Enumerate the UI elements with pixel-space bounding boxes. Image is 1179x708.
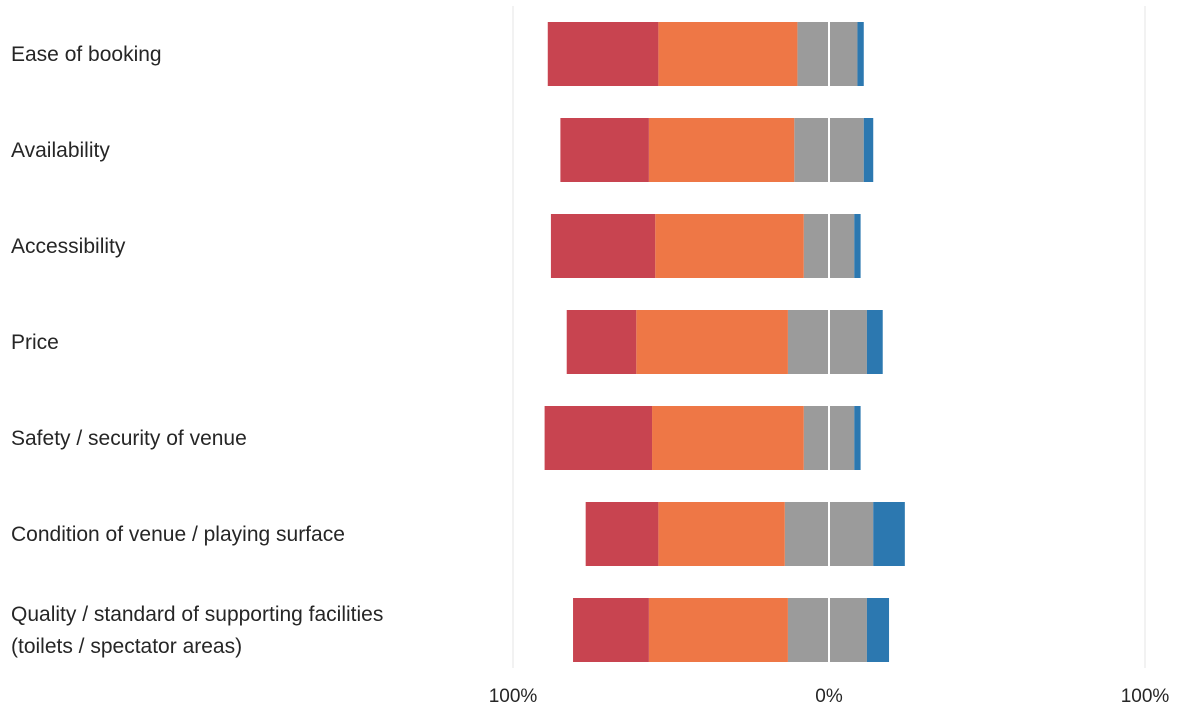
bar-segment xyxy=(863,118,874,182)
category-labels: Ease of booking Availability Accessibility… xyxy=(11,43,383,658)
bar-segment xyxy=(648,118,795,182)
bar-segment xyxy=(784,502,829,566)
bar-segment xyxy=(794,118,829,182)
bars-layer xyxy=(544,22,905,662)
bar-segment xyxy=(560,118,649,182)
x-axis-tick-labels: 100% 0% 100% xyxy=(489,686,1170,707)
bar-segment xyxy=(547,22,659,86)
bar-segment xyxy=(573,598,649,662)
bar-segment xyxy=(797,22,829,86)
bar-segment xyxy=(652,406,804,470)
bar-segment xyxy=(648,598,788,662)
bar-segment xyxy=(787,310,829,374)
category-label: Price xyxy=(11,331,59,354)
bar-segment xyxy=(857,22,864,86)
bar-segment xyxy=(803,214,829,278)
bar-segment xyxy=(829,502,874,566)
category-label: (toilets / spectator areas) xyxy=(11,635,242,658)
bar-segment xyxy=(829,310,867,374)
category-label: Ease of booking xyxy=(11,43,162,66)
bar-segment xyxy=(803,406,829,470)
category-label: Accessibility xyxy=(11,235,126,258)
bar-segment xyxy=(636,310,788,374)
category-label: Safety / security of venue xyxy=(11,427,247,450)
x-tick-label: 100% xyxy=(489,686,538,707)
bar-segment xyxy=(854,214,861,278)
reference-lines xyxy=(512,6,1146,668)
bar-segment xyxy=(829,406,855,470)
bar-segment xyxy=(658,22,798,86)
bar-segment xyxy=(866,310,883,374)
bar-segment xyxy=(829,118,864,182)
category-label: Availability xyxy=(11,139,110,162)
bar-segment xyxy=(866,598,890,662)
bar-segment xyxy=(655,214,804,278)
category-label: Condition of venue / playing surface xyxy=(11,523,345,546)
x-tick-label: 0% xyxy=(815,686,843,707)
bar-segment xyxy=(829,22,858,86)
x-tick-label: 100% xyxy=(1121,686,1170,707)
category-label: Quality / standard of supporting facilit… xyxy=(11,603,383,626)
bar-segment xyxy=(544,406,653,470)
bar-segment xyxy=(829,214,855,278)
bar-segment xyxy=(658,502,785,566)
bar-segment xyxy=(829,598,867,662)
bar-segment xyxy=(873,502,905,566)
bar-segment xyxy=(566,310,637,374)
bar-segment xyxy=(854,406,861,470)
bar-segment xyxy=(787,598,829,662)
bar-segment xyxy=(585,502,659,566)
bar-segment xyxy=(550,214,656,278)
